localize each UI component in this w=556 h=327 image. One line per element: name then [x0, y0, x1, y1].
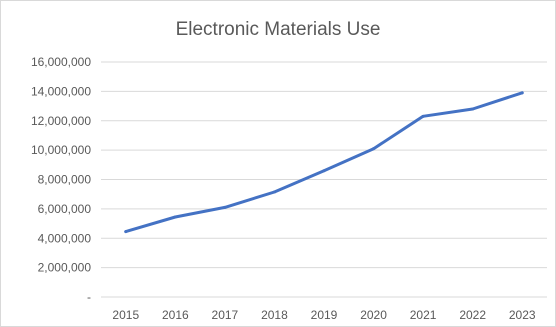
y-tick-label: 8,000,000 [38, 173, 92, 187]
data-point [520, 91, 524, 95]
chart-title: Electronic Materials Use [175, 19, 381, 40]
data-point [173, 215, 177, 219]
data-point [124, 230, 128, 234]
y-tick-label: - [87, 290, 91, 304]
y-tick-label: 6,000,000 [38, 202, 92, 216]
y-tick-label: 14,000,000 [31, 84, 91, 98]
y-tick-label: 16,000,000 [31, 55, 91, 69]
x-tick-label: 2015 [112, 308, 139, 322]
x-tick-label: 2022 [459, 308, 486, 322]
series-line [124, 91, 524, 234]
data-point [421, 114, 425, 118]
x-tick-label: 2017 [212, 308, 239, 322]
x-tick-label: 2019 [311, 308, 338, 322]
x-tick-label: 2020 [360, 308, 387, 322]
x-tick-label: 2018 [261, 308, 288, 322]
y-axis-labels: - 2,000,000 4,000,000 6,000,000 8,000,000 10,… [31, 55, 91, 304]
x-tick-label: 2016 [162, 308, 189, 322]
data-point [322, 169, 326, 173]
data-point [471, 107, 475, 111]
data-point [272, 190, 276, 194]
y-tick-label: 2,000,000 [38, 261, 92, 275]
y-tick-label: 10,000,000 [31, 143, 91, 157]
x-tick-label: 2021 [410, 308, 437, 322]
gridlines [101, 61, 547, 298]
series-layer [124, 91, 524, 234]
y-tick-label: 12,000,000 [31, 114, 91, 128]
data-point [372, 147, 376, 151]
y-tick-label: 4,000,000 [38, 231, 92, 245]
data-point [223, 205, 227, 209]
x-axis-labels: 2015 2016 2017 2018 2019 2020 2021 2022 2023 [112, 308, 535, 322]
x-tick-label: 2023 [509, 308, 536, 322]
